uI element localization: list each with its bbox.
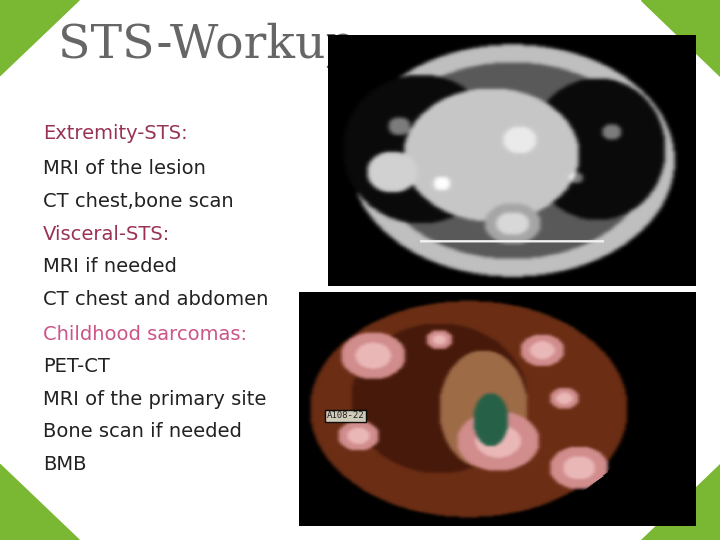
Text: STS-Workup: STS-Workup [58,22,356,68]
Text: MRI if needed: MRI if needed [43,258,177,276]
Polygon shape [641,464,720,540]
Text: MRI of the primary site: MRI of the primary site [43,390,266,409]
Text: Visceral-STS:: Visceral-STS: [43,225,171,244]
Text: BMB: BMB [43,455,86,474]
Polygon shape [0,0,79,76]
Text: CT chest and abdomen: CT chest and abdomen [43,290,269,309]
Polygon shape [641,0,720,76]
Text: Bone scan if needed: Bone scan if needed [43,422,242,441]
Text: A108-22: A108-22 [327,411,364,421]
Polygon shape [0,464,79,540]
Text: Extremity-STS:: Extremity-STS: [43,124,188,143]
Text: PET-CT: PET-CT [43,357,110,376]
Text: CT chest,bone scan: CT chest,bone scan [43,192,234,211]
Text: Childhood sarcomas:: Childhood sarcomas: [43,325,247,344]
Text: MRI of the lesion: MRI of the lesion [43,159,206,178]
